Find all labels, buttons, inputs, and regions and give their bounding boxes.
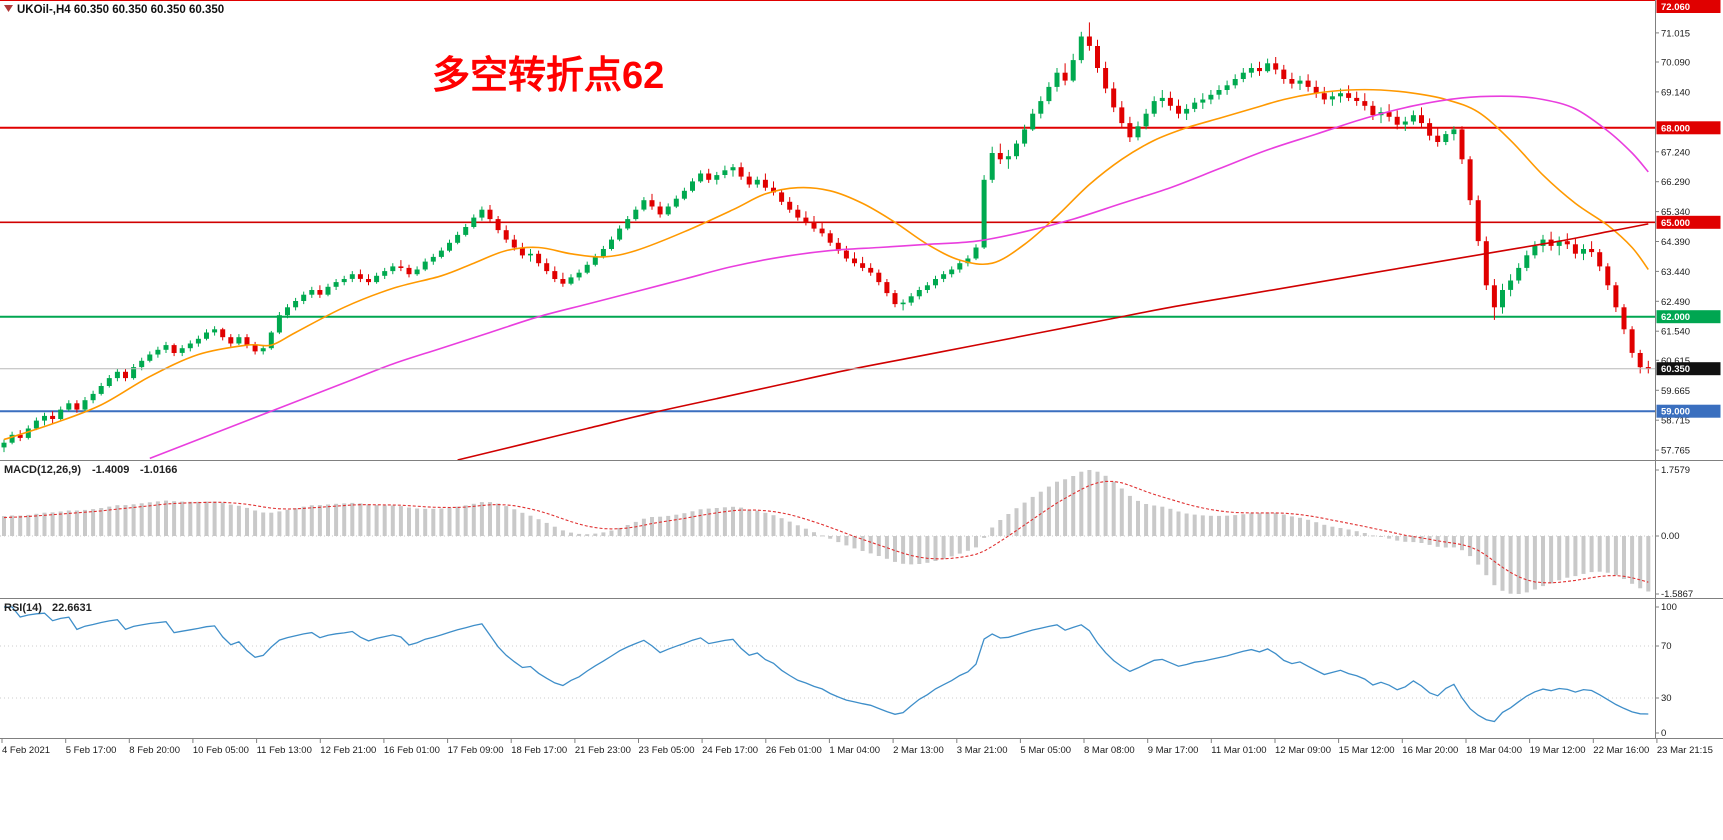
svg-text:60.615: 60.615 (1661, 356, 1690, 367)
svg-text:11 Mar 01:00: 11 Mar 01:00 (1211, 745, 1266, 756)
svg-text:62.000: 62.000 (1661, 312, 1690, 323)
svg-text:1 Mar 04:00: 1 Mar 04:00 (829, 745, 880, 756)
svg-text:12 Feb 21:00: 12 Feb 21:00 (320, 745, 376, 756)
svg-text:63.440: 63.440 (1661, 267, 1690, 278)
svg-text:26 Feb 01:00: 26 Feb 01:00 (766, 745, 822, 756)
horizontal-level-lines[interactable] (0, 0, 1655, 413)
svg-text:60.350: 60.350 (1661, 364, 1690, 375)
svg-text:57.765: 57.765 (1661, 446, 1690, 457)
rsi-panel[interactable]: 100 70 30 0 (0, 602, 1677, 739)
ma-mid-line (149, 95, 1649, 460)
svg-text:24 Feb 17:00: 24 Feb 17:00 (702, 745, 758, 756)
svg-text:5 Feb 17:00: 5 Feb 17:00 (66, 745, 117, 756)
svg-text:5 Mar 05:00: 5 Mar 05:00 (1020, 745, 1071, 756)
price-scale[interactable]: 71.015 70.090 69.140 67.240 66.290 65.340 64.3… (1655, 0, 1721, 457)
macd-panel[interactable]: 1.7579 0.00 -1.5867 (0, 465, 1693, 600)
svg-text:11 Feb 13:00: 11 Feb 13:00 (257, 745, 312, 756)
chart-annotation-text: 多空转折点62 (432, 55, 664, 97)
svg-text:0.00: 0.00 (1661, 531, 1680, 542)
svg-text:-1.5867: -1.5867 (1661, 589, 1693, 600)
svg-text:68.000: 68.000 (1661, 123, 1690, 134)
svg-text:67.240: 67.240 (1661, 147, 1690, 158)
svg-text:100: 100 (1661, 602, 1677, 613)
svg-text:3 Mar 21:00: 3 Mar 21:00 (957, 745, 1008, 756)
svg-text:30: 30 (1661, 693, 1672, 704)
svg-text:72.060: 72.060 (1661, 2, 1690, 13)
svg-text:23 Mar 21:15: 23 Mar 21:15 (1657, 745, 1713, 756)
candlestick-series[interactable] (1, 22, 1651, 453)
moving-average-lines (3, 88, 1649, 461)
svg-text:71.015: 71.015 (1661, 28, 1690, 39)
svg-text:59.665: 59.665 (1661, 386, 1690, 397)
svg-text:8 Feb 20:00: 8 Feb 20:00 (129, 745, 180, 756)
svg-text:1.7579: 1.7579 (1661, 465, 1690, 476)
svg-text:61.540: 61.540 (1661, 327, 1690, 338)
svg-text:16 Mar 20:00: 16 Mar 20:00 (1402, 745, 1458, 756)
svg-text:65.000: 65.000 (1661, 218, 1690, 229)
rsi-title: RSI(14) (4, 602, 42, 614)
ma-slow-line (457, 223, 1649, 461)
svg-text:15 Mar 12:00: 15 Mar 12:00 (1339, 745, 1395, 756)
macd-title: MACD(12,26,9) (4, 464, 81, 476)
svg-text:22 Mar 16:00: 22 Mar 16:00 (1593, 745, 1649, 756)
svg-text:62.490: 62.490 (1661, 297, 1690, 308)
chart-canvas[interactable]: 1.7579 0.00 -1.5867 100 70 30 0 71.015 70.090 6… (0, 0, 1723, 765)
svg-text:0: 0 (1661, 728, 1666, 739)
svg-text:58.715: 58.715 (1661, 416, 1690, 427)
svg-text:66.290: 66.290 (1661, 177, 1690, 188)
svg-text:23 Feb 05:00: 23 Feb 05:00 (639, 745, 695, 756)
ma-fast-line (3, 88, 1649, 441)
svg-text:64.390: 64.390 (1661, 237, 1690, 248)
svg-text:12 Mar 09:00: 12 Mar 09:00 (1275, 745, 1331, 756)
symbol-ohlc-line: UKOil-,H4 60.350 60.350 60.350 60.350 (17, 4, 224, 16)
svg-text:18 Feb 17:00: 18 Feb 17:00 (511, 745, 567, 756)
svg-text:65.340: 65.340 (1661, 207, 1690, 218)
symbol-marker-triangle-icon (4, 5, 13, 12)
svg-text:8 Mar 08:00: 8 Mar 08:00 (1084, 745, 1135, 756)
macd-main-value: -1.4009 (92, 464, 129, 476)
svg-text:4 Feb 2021: 4 Feb 2021 (2, 745, 50, 756)
svg-text:9 Mar 17:00: 9 Mar 17:00 (1148, 745, 1199, 756)
macd-signal-value: -1.0166 (140, 464, 177, 476)
svg-text:2 Mar 13:00: 2 Mar 13:00 (893, 745, 944, 756)
svg-text:16 Feb 01:00: 16 Feb 01:00 (384, 745, 440, 756)
svg-text:59.000: 59.000 (1661, 407, 1690, 418)
svg-text:19 Mar 12:00: 19 Mar 12:00 (1530, 745, 1586, 756)
time-scale[interactable]: 4 Feb 2021 5 Feb 17:00 8 Feb 20:00 10 Feb 0… (1, 738, 1713, 757)
svg-text:70: 70 (1661, 641, 1672, 652)
svg-text:17 Feb 09:00: 17 Feb 09:00 (448, 745, 504, 756)
rsi-value: 22.6631 (52, 602, 92, 614)
svg-text:10 Feb 05:00: 10 Feb 05:00 (193, 745, 249, 756)
svg-text:18 Mar 04:00: 18 Mar 04:00 (1466, 745, 1522, 756)
svg-text:69.140: 69.140 (1661, 87, 1690, 98)
svg-text:21 Feb 23:00: 21 Feb 23:00 (575, 745, 631, 756)
svg-text:70.090: 70.090 (1661, 58, 1690, 69)
